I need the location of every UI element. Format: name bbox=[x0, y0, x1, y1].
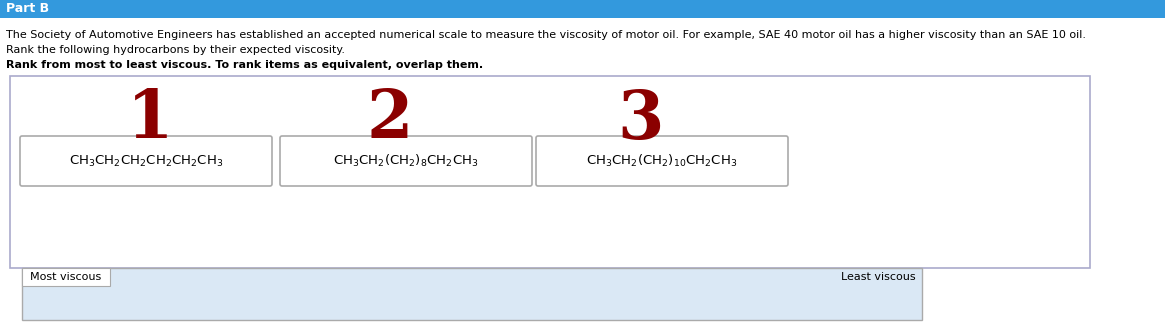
FancyBboxPatch shape bbox=[536, 136, 788, 186]
Text: The Society of Automotive Engineers has established an accepted numerical scale : The Society of Automotive Engineers has … bbox=[6, 30, 1086, 40]
Text: $\mathregular{CH_3CH_2(CH_2)_8CH_2CH_3}$: $\mathregular{CH_3CH_2(CH_2)_8CH_2CH_3}$ bbox=[333, 153, 479, 169]
Text: Rank the following hydrocarbons by their expected viscosity.: Rank the following hydrocarbons by their… bbox=[6, 45, 345, 55]
Text: $\mathregular{CH_3CH_2CH_2CH_2CH_2CH_3}$: $\mathregular{CH_3CH_2CH_2CH_2CH_2CH_3}$ bbox=[69, 153, 224, 168]
FancyBboxPatch shape bbox=[20, 136, 271, 186]
Text: Least viscous: Least viscous bbox=[841, 272, 916, 282]
FancyBboxPatch shape bbox=[22, 268, 922, 320]
FancyBboxPatch shape bbox=[22, 268, 110, 286]
Text: Most viscous: Most viscous bbox=[30, 272, 101, 282]
Text: 2: 2 bbox=[367, 88, 414, 153]
FancyBboxPatch shape bbox=[10, 76, 1090, 268]
Text: 1: 1 bbox=[127, 88, 174, 153]
Text: 3: 3 bbox=[616, 88, 663, 153]
FancyBboxPatch shape bbox=[280, 136, 532, 186]
Text: Rank from most to least viscous. To rank items as equivalent, overlap them.: Rank from most to least viscous. To rank… bbox=[6, 60, 483, 70]
Text: $\mathregular{CH_3CH_2(CH_2)_{10}CH_2CH_3}$: $\mathregular{CH_3CH_2(CH_2)_{10}CH_2CH_… bbox=[586, 153, 737, 169]
Bar bbox=[0, 0, 1165, 18]
Text: Part B: Part B bbox=[6, 3, 49, 15]
